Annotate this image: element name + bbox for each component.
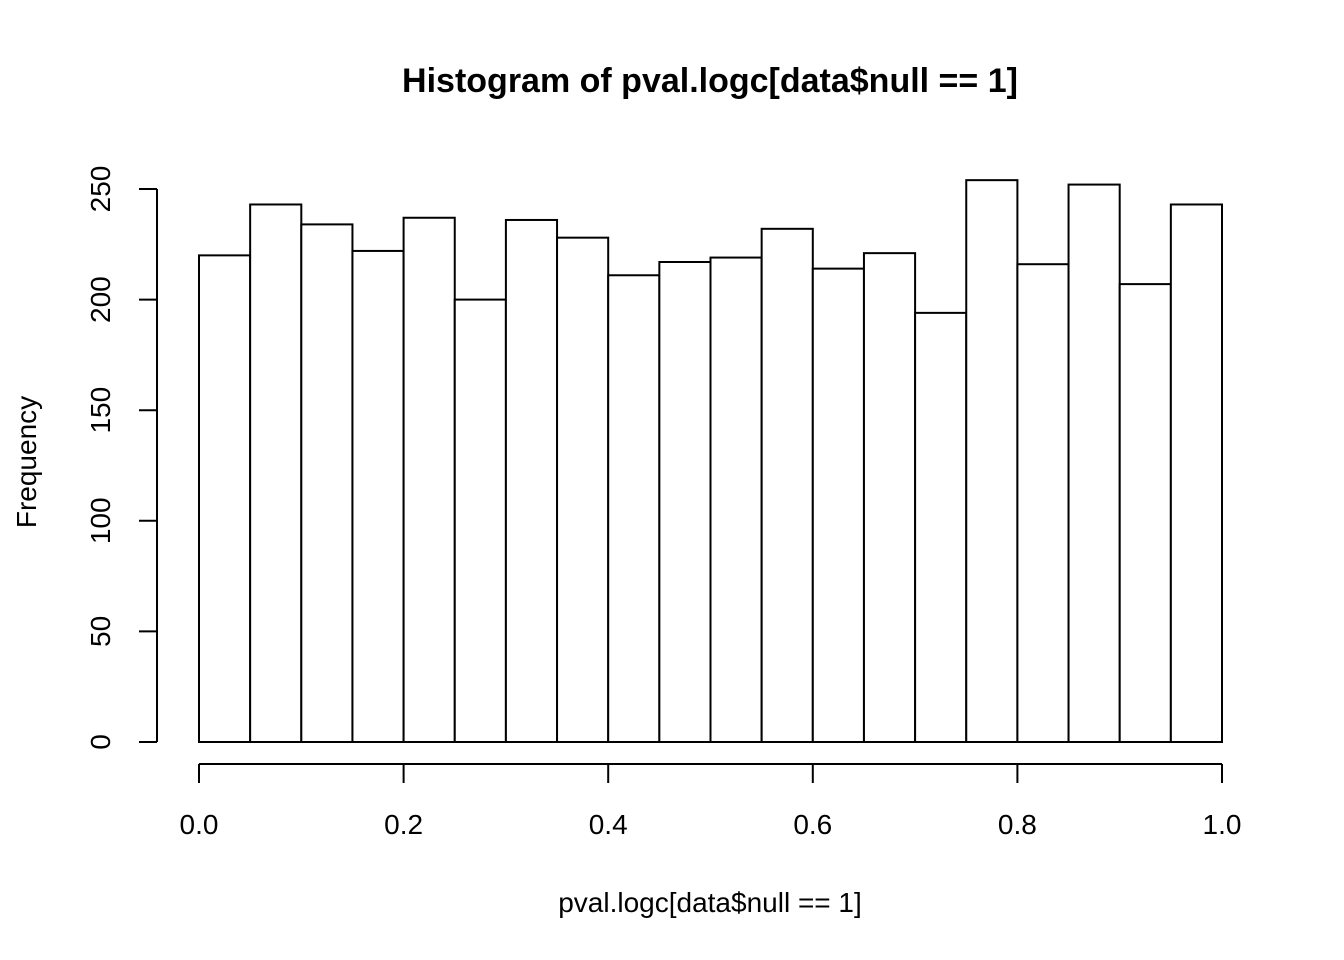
y-tick-label: 100 — [85, 497, 116, 544]
histogram-bar — [198, 254, 252, 744]
histogram-bar — [402, 216, 456, 744]
x-tick-label: 0.8 — [998, 809, 1037, 840]
bars-group — [198, 179, 1223, 744]
histogram-bar — [351, 249, 405, 743]
y-tick-label: 250 — [85, 166, 116, 213]
histogram-bar — [1118, 283, 1172, 743]
y-tick-label: 0 — [85, 734, 116, 750]
x-axis: 0.0 0.2 0.4 0.6 0.8 1.0 — [180, 763, 1242, 840]
histogram-bar — [760, 227, 814, 744]
histogram-bar — [453, 298, 507, 743]
x-tick-label: 0.0 — [180, 809, 219, 840]
histogram-bar — [658, 260, 712, 743]
x-tick-label: 0.4 — [589, 809, 628, 840]
histogram-bar — [965, 179, 1019, 744]
x-axis-label: pval.logc[data$null == 1] — [558, 887, 862, 918]
histogram-bar — [811, 267, 865, 743]
histogram-bar — [1067, 183, 1121, 744]
histogram-bar — [1016, 263, 1070, 743]
chart-title: Histogram of pval.logc[data$null == 1] — [402, 62, 1018, 100]
histogram-bar — [300, 223, 354, 743]
histogram-bar — [607, 274, 661, 743]
histogram-bar — [1169, 203, 1223, 743]
y-axis: 0 50 100 150 200 250 — [85, 166, 158, 750]
x-tick-label: 0.2 — [384, 809, 423, 840]
histogram-bar — [862, 252, 917, 743]
histogram-bar — [556, 236, 610, 743]
y-tick-label: 50 — [85, 616, 116, 647]
y-tick-label: 200 — [85, 276, 116, 323]
x-tick-label: 1.0 — [1203, 809, 1242, 840]
x-tick-label: 0.6 — [793, 809, 832, 840]
histogram-bar — [914, 311, 968, 743]
y-tick-label: 150 — [85, 387, 116, 434]
y-axis-label: Frequency — [11, 396, 42, 528]
histogram-bar — [504, 218, 559, 743]
histogram-bar — [249, 203, 303, 743]
histogram-bar — [709, 256, 763, 743]
